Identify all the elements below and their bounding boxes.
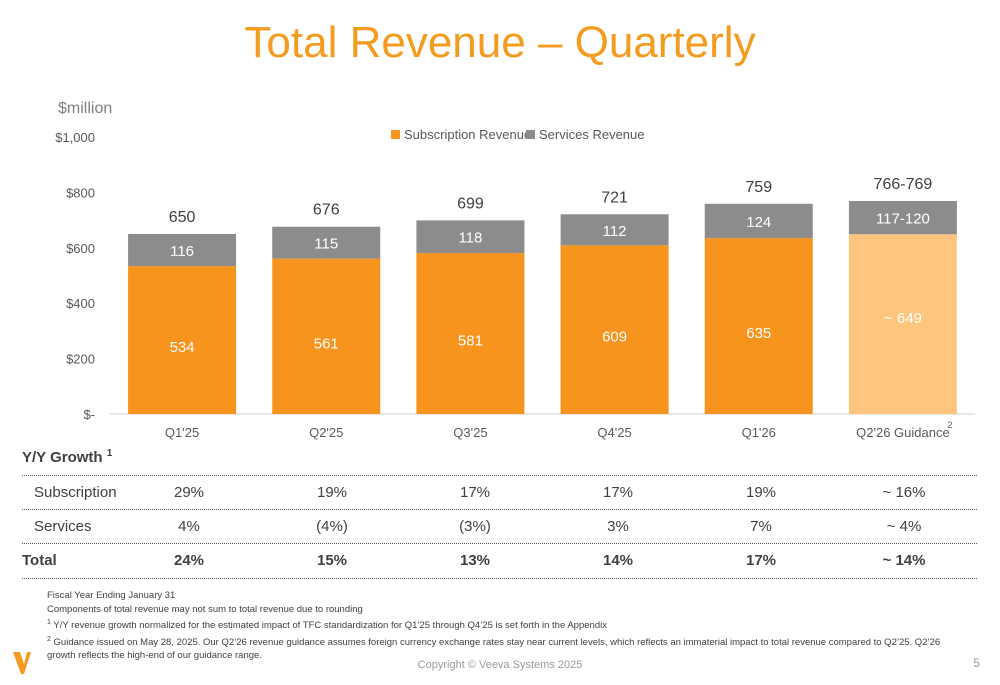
y-tick-label: $400: [66, 296, 95, 311]
legend-swatch-services: [526, 130, 535, 139]
x-tick-label: Q2'26 Guidance: [856, 425, 950, 440]
growth-cell: 14%: [602, 552, 634, 569]
data-label-services: 117-120: [876, 211, 930, 228]
data-label-total: 650: [169, 209, 196, 226]
x-tick-label: Q1'25: [165, 425, 199, 440]
growth-cell: 17%: [459, 484, 491, 501]
y-tick-label: $-: [83, 407, 95, 422]
growth-cell: 17%: [745, 552, 777, 569]
data-label-total: 721: [601, 189, 628, 206]
bar-services: [272, 226, 381, 259]
y-tick-label: $1,000: [55, 130, 95, 145]
growth-cell: (4%): [316, 518, 348, 535]
growth-cell: (3%): [459, 518, 491, 535]
page-number: 5: [973, 656, 980, 670]
bar-services: [560, 214, 669, 246]
footnote-rounding: Components of total revenue may not sum …: [47, 603, 363, 615]
revenue-chart: $- $200 $400 $600 $800 $1,000 Subscription Rev…: [55, 127, 975, 440]
growth-cell: ~ 4%: [886, 518, 922, 535]
growth-cell: 17%: [602, 484, 634, 501]
growth-cell: 24%: [173, 552, 205, 569]
y-tick-label: $200: [66, 352, 95, 367]
x-tick-superscript: 2: [947, 420, 952, 430]
growth-cell: ~ 16%: [882, 484, 926, 501]
x-tick-label: Q4'25: [597, 425, 631, 440]
bar-subscription: [560, 245, 669, 414]
y-tick-label: $800: [66, 185, 95, 200]
x-tick-label: Q2'25: [309, 425, 343, 440]
growth-cell: 15%: [316, 552, 348, 569]
page-title: Total Revenue – Quarterly: [244, 18, 756, 67]
growth-cell: 19%: [316, 484, 348, 501]
growth-title: Y/Y Growth 1: [22, 448, 113, 466]
data-label-services: 124: [746, 214, 771, 231]
legend-label-subscription: Subscription Revenue: [404, 127, 531, 142]
footnote-fiscal-year: Fiscal Year Ending January 31: [47, 590, 176, 601]
data-label-subscription: 534: [170, 339, 195, 356]
veeva-logo-icon: [13, 652, 31, 674]
growth-cell: 29%: [173, 484, 205, 501]
data-label-total: 676: [313, 202, 340, 219]
bar-services: [848, 200, 957, 235]
data-label-subscription: 561: [314, 335, 339, 352]
x-tick-label: Q1'26: [742, 425, 776, 440]
row-label: Services: [34, 518, 92, 535]
unit-label: $million: [58, 100, 113, 117]
data-label-services: 116: [170, 243, 194, 260]
bar-subscription: [416, 253, 525, 414]
x-tick-label: Q3'25: [453, 425, 487, 440]
legend-label-services: Services Revenue: [539, 127, 645, 142]
data-label-total: 699: [457, 195, 484, 212]
footnotes: Fiscal Year Ending January 31 Components…: [47, 589, 947, 663]
bar-subscription: [704, 238, 813, 414]
growth-cell: 3%: [607, 518, 629, 535]
footnote-1: 1 Y/Y revenue growth normalized for the …: [47, 619, 607, 632]
growth-row-services: Services 4% (4%) (3%) 3% 7% ~ 4%: [22, 509, 977, 544]
copyright: Copyright © Veeva Systems 2025: [417, 659, 583, 671]
data-label-subscription: 609: [602, 329, 627, 346]
data-label-total: 766-769: [874, 176, 933, 193]
footnote-2: 2 Guidance issued on May 28, 2025. Our Q…: [47, 635, 941, 662]
data-label-total: 759: [745, 179, 772, 196]
growth-cell: 4%: [178, 518, 200, 535]
data-label-subscription: 635: [746, 325, 771, 342]
bar-services: [704, 203, 813, 239]
growth-cell: 13%: [459, 552, 491, 569]
growth-row-subscription: Subscription 29% 19% 17% 17% 19% ~ 16%: [22, 475, 977, 510]
growth-cell: 7%: [750, 518, 772, 535]
data-label-services: 118: [458, 230, 482, 247]
bar-subscription: [848, 234, 957, 414]
data-label-subscription: 581: [458, 333, 483, 350]
bar-subscription: [128, 266, 237, 414]
row-label: Subscription: [34, 484, 117, 501]
growth-row-total: Total 24% 15% 13% 14% 17% ~ 14%: [22, 543, 977, 579]
bar-services: [416, 220, 525, 254]
growth-cell: 19%: [745, 484, 777, 501]
growth-cell: ~ 14%: [882, 552, 926, 569]
data-label-subscription: ~ 649: [884, 310, 922, 327]
legend-swatch-subscription: [391, 130, 400, 139]
bar-subscription: [272, 258, 381, 414]
y-tick-label: $600: [66, 241, 95, 256]
data-label-services: 112: [603, 223, 627, 240]
row-label: Total: [22, 552, 57, 569]
bar-services: [128, 233, 237, 267]
data-label-services: 115: [314, 236, 338, 253]
